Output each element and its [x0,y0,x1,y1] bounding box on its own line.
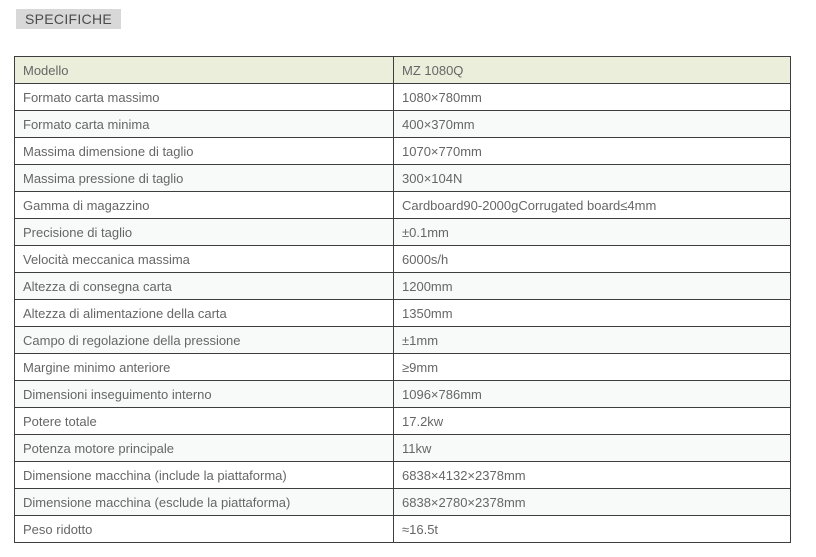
spec-value-cell: 6000s/h [393,245,791,273]
spec-value-cell: ±0.1mm [393,218,791,246]
spec-value-cell: 6838×2780×2378mm [393,488,791,516]
table-row: Formato carta minima 400×370mm [14,110,791,138]
spec-value-cell: 400×370mm [393,110,791,138]
model-header-cell: Modello [14,56,394,84]
spec-value-cell: ≈16.5t [393,515,791,543]
table-row: Campo di regolazione della pressione ±1m… [14,326,791,354]
spec-label-cell: Dimensione macchina (include la piattafo… [14,461,394,489]
model-value-cell: MZ 1080Q [393,56,791,84]
spec-label-cell: Potenza motore principale [14,434,394,462]
spec-value-cell: ±1mm [393,326,791,354]
table-row: Altezza di consegna carta 1200mm [14,272,791,300]
spec-label-cell: Velocità meccanica massima [14,245,394,273]
spec-label-cell: Formato carta minima [14,110,394,138]
spec-value-cell: Cardboard90-2000gCorrugated board≤4mm [393,191,791,219]
table-row: Gamma di magazzino Cardboard90-2000gCorr… [14,191,791,219]
specifications-table: Modello MZ 1080Q Formato carta massimo 1… [14,56,791,543]
table-row: Massima pressione di taglio 300×104N [14,164,791,192]
spec-label-cell: Massima dimensione di taglio [14,137,394,165]
table-row: Formato carta massimo 1080×780mm [14,83,791,111]
spec-label-cell: Formato carta massimo [14,83,394,111]
spec-value-cell: ≥9mm [393,353,791,381]
spec-label-cell: Altezza di alimentazione della carta [14,299,394,327]
table-header-row: Modello MZ 1080Q [14,56,791,84]
table-row: Dimensione macchina (include la piattafo… [14,461,791,489]
table-row: Potere totale 17.2kw [14,407,791,435]
spec-value-cell: 11kw [393,434,791,462]
spec-value-cell: 1096×786mm [393,380,791,408]
spec-value-cell: 1200mm [393,272,791,300]
table-row: Peso ridotto ≈16.5t [14,515,791,543]
table-row: Margine minimo anteriore ≥9mm [14,353,791,381]
table-row: Dimensioni inseguimento interno 1096×786… [14,380,791,408]
spec-label-cell: Gamma di magazzino [14,191,394,219]
section-title: SPECIFICHE [16,9,122,29]
spec-label-cell: Margine minimo anteriore [14,353,394,381]
spec-value-cell: 17.2kw [393,407,791,435]
spec-label-cell: Dimensioni inseguimento interno [14,380,394,408]
spec-label-cell: Peso ridotto [14,515,394,543]
spec-label-cell: Potere totale [14,407,394,435]
table-row: Massima dimensione di taglio 1070×770mm [14,137,791,165]
spec-label-cell: Precisione di taglio [14,218,394,246]
spec-label-cell: Massima pressione di taglio [14,164,394,192]
spec-label-cell: Dimensione macchina (esclude la piattafo… [14,488,394,516]
table-row: Altezza di alimentazione della carta 135… [14,299,791,327]
spec-label-cell: Campo di regolazione della pressione [14,326,394,354]
spec-value-cell: 6838×4132×2378mm [393,461,791,489]
table-row: Velocità meccanica massima 6000s/h [14,245,791,273]
spec-value-cell: 300×104N [393,164,791,192]
spec-label-cell: Altezza di consegna carta [14,272,394,300]
spec-value-cell: 1080×780mm [393,83,791,111]
table-row: Dimensione macchina (esclude la piattafo… [14,488,791,516]
spec-value-cell: 1350mm [393,299,791,327]
table-row: Precisione di taglio ±0.1mm [14,218,791,246]
table-row: Potenza motore principale 11kw [14,434,791,462]
spec-value-cell: 1070×770mm [393,137,791,165]
